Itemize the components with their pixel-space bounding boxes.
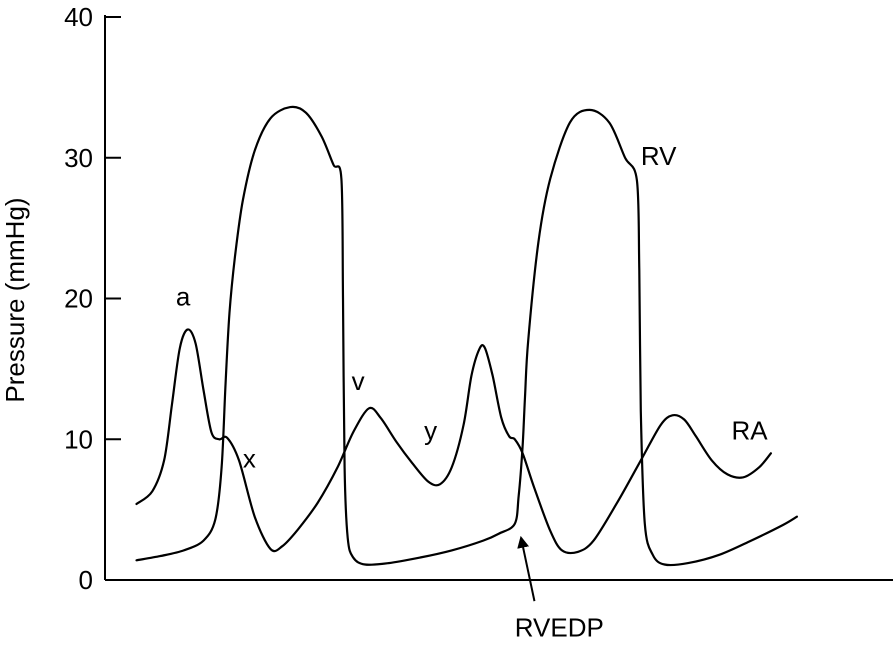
series-line-ra: [135, 328, 772, 555]
y-tick-label: 30: [64, 143, 93, 173]
y-ticks: 0 10 20 30 40: [64, 2, 121, 595]
rvedp-arrow: [517, 535, 536, 602]
annotations: a x v y RV RA RVEDP: [176, 141, 768, 643]
annotation-x: x: [243, 443, 256, 473]
y-tick-label: 10: [64, 424, 93, 454]
annotation-rvedp: RVEDP: [515, 612, 604, 642]
series-line-rv: [135, 105, 798, 567]
y-tick-label: 40: [64, 2, 93, 32]
axes: [104, 15, 893, 581]
annotation-a: a: [176, 282, 191, 312]
annotation-ra: RA: [731, 415, 768, 445]
y-tick-label: 20: [64, 284, 93, 314]
series-group: [135, 105, 798, 567]
annotation-y: y: [424, 415, 437, 445]
y-axis-label: Pressure (mmHg): [0, 197, 30, 402]
annotation-v: v: [352, 366, 365, 396]
annotation-rv: RV: [641, 141, 677, 171]
y-tick-label: 0: [79, 565, 93, 595]
